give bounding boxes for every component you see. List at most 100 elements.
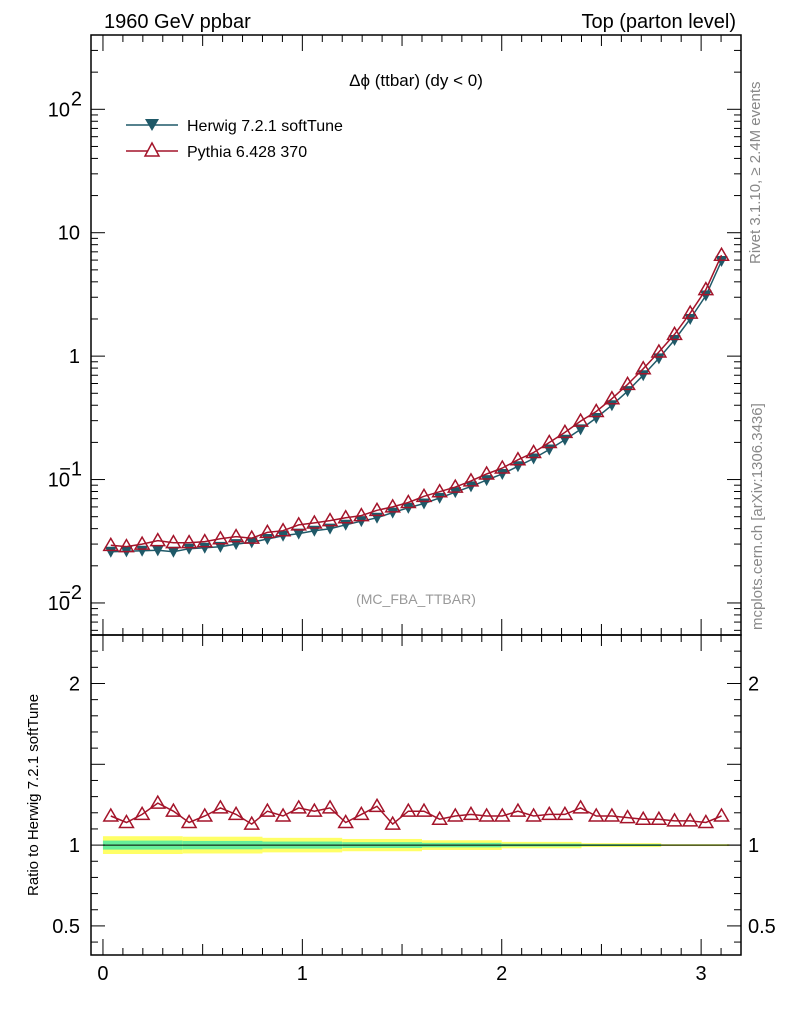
ratio-point-0 [102, 807, 120, 822]
ratio-point-35 [650, 810, 668, 825]
point-pythia-7 [212, 530, 229, 545]
header-energy: 1960 GeV ppbar [104, 11, 251, 33]
point-herwig-26 [511, 461, 524, 473]
point-pythia-10 [259, 523, 276, 539]
ratio-ytick-label-left-0: 0.5 [52, 916, 80, 938]
series-line-1 [110, 254, 723, 548]
ratio-point-8 [227, 805, 245, 821]
point-herwig-19 [402, 502, 415, 514]
ratio-point-21 [431, 810, 448, 825]
point-herwig-24 [480, 475, 493, 487]
main-ytick-label-3: 10 [58, 223, 80, 245]
xtick-label-2: 2 [496, 963, 507, 985]
ratio-point-11 [274, 807, 292, 822]
ratio-point-29 [556, 805, 574, 821]
legend-entry-herwig: Herwig 7.2.1 softTune [126, 118, 343, 135]
legend-label-pythia: Pythia 6.428 370 [187, 144, 307, 161]
legend: Herwig 7.2.1 softTune Pythia 6.428 370 [126, 118, 343, 161]
point-pythia-37 [681, 304, 699, 319]
xtick-label-1: 1 [297, 963, 308, 985]
ratio-point-4 [165, 802, 182, 817]
point-pythia-26 [509, 451, 527, 466]
point-pythia-25 [493, 459, 511, 474]
ratio-point-37 [681, 812, 699, 827]
point-pythia-2 [133, 535, 151, 550]
point-herwig-16 [355, 516, 368, 528]
point-herwig-6 [198, 542, 211, 554]
point-pythia-16 [353, 507, 370, 522]
ratio-ytick-label-left-2: 2 [69, 673, 80, 695]
point-pythia-21 [431, 483, 448, 498]
main-ytick-label-2: 1 [69, 346, 80, 368]
main-ytick-exp-0: −2 [59, 582, 82, 604]
main-ytick-label-0: 10 [48, 593, 70, 615]
point-pythia-17 [368, 501, 386, 517]
ratio-point-12 [290, 799, 308, 814]
point-pythia-19 [400, 493, 417, 509]
legend-label-herwig: Herwig 7.2.1 softTune [187, 118, 343, 135]
point-pythia-4 [165, 534, 182, 549]
point-pythia-30 [572, 412, 589, 427]
point-pythia-20 [415, 487, 433, 503]
ratio-ytick-label-right-0: 0.5 [748, 916, 776, 938]
point-pythia-38 [697, 281, 715, 296]
ratio-point-14 [321, 799, 339, 814]
ratio-point-5 [180, 813, 198, 829]
point-herwig-14 [324, 523, 337, 535]
point-pythia-31 [587, 402, 605, 418]
point-pythia-39 [713, 246, 730, 261]
main-ytick-exp-4: 2 [71, 88, 82, 110]
point-pythia-3 [149, 532, 167, 547]
ratio-point-27 [525, 807, 542, 822]
ratio-point-2 [133, 805, 151, 821]
legend-marker-pythia [143, 141, 161, 157]
point-pythia-27 [525, 444, 542, 459]
ratio-point-13 [306, 802, 323, 817]
legend-entry-pythia: Pythia 6.428 370 [126, 141, 307, 161]
ratio-ylabel: Ratio to Herwig 7.2.1 softTune [25, 694, 42, 896]
point-pythia-0 [102, 536, 120, 552]
ratio-point-26 [509, 802, 527, 817]
main-ytick-label-4: 10 [48, 99, 70, 121]
ratio-panel: 0.5 0.5 1 1 2 2 Ratio to Herwig 7.2.1 softTun… [25, 634, 776, 956]
point-herwig-39 [715, 255, 728, 267]
main-ytick-exp-1: −1 [59, 459, 82, 481]
ratio-point-31 [587, 807, 605, 822]
ratio-point-32 [603, 807, 621, 822]
ratio-point-15 [337, 813, 355, 829]
main-ytick-label-1: 10 [48, 470, 70, 492]
header-process: Top (parton level) [581, 11, 736, 33]
ratio-point-24 [478, 807, 495, 822]
ratio-point-38 [697, 813, 715, 829]
main-panel: Δϕ (ttbar) (dy < 0) (MC_FBA_TTBAR) 10−21… [48, 34, 742, 636]
ratio-point-34 [634, 810, 652, 825]
xtick-label-0: 0 [97, 963, 108, 985]
point-herwig-7 [214, 541, 227, 553]
ratio-point-7 [212, 799, 229, 814]
ratio-point-39 [713, 807, 730, 822]
ratio-point-28 [540, 805, 558, 821]
point-pythia-32 [603, 390, 621, 405]
ratio-ytick-label-right-2: 2 [748, 673, 759, 695]
rivet-label: Rivet 3.1.10, ≥ 2.4M events [747, 82, 764, 265]
chart-title: Δϕ (ttbar) (dy < 0) [349, 71, 483, 90]
ratio-point-19 [400, 802, 417, 817]
ratio-point-36 [666, 812, 683, 827]
point-pythia-12 [290, 516, 308, 531]
point-pythia-18 [384, 498, 401, 513]
point-herwig-4 [167, 546, 180, 558]
point-pythia-33 [619, 375, 636, 391]
ratio-series-layer [102, 794, 730, 830]
point-pythia-5 [180, 534, 198, 549]
ratio-point-18 [384, 815, 401, 830]
ratio-line [110, 802, 722, 826]
ratio-ticks: 0.5 0.5 1 1 2 2 [52, 650, 776, 943]
ratio-ytick-label-left-1: 1 [69, 835, 80, 857]
ratio-point-1 [118, 813, 135, 829]
ratio-point-23 [462, 805, 480, 821]
mcplots-label: mcplots.cern.ch [arXiv:1306.3436] [749, 403, 766, 630]
ratio-frame [90, 634, 742, 956]
point-herwig-18 [386, 507, 399, 519]
main-series-layer [102, 246, 730, 558]
